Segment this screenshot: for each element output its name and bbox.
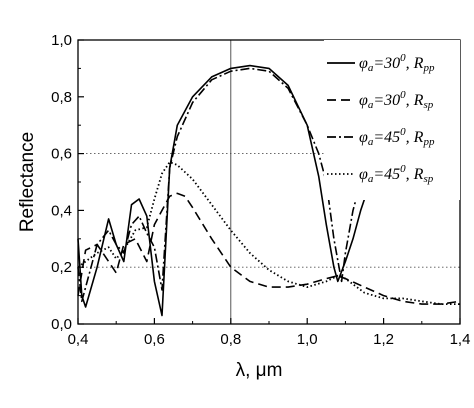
legend-label-4: φa=450, Rsp [359, 163, 434, 185]
series-line-3 [77, 67, 362, 303]
y-axis-label: Reflectance [17, 132, 38, 232]
legend-label-2: φa=300, Rsp [359, 89, 434, 111]
legend-label-3: φa=450, Rpp [359, 126, 435, 148]
legend-label-1: φa=300, Rpp [359, 52, 435, 74]
axes-layer: 0,4 0,6 0,8 1,0 1,2 1,4 0,0 0,2 0,4 0,6 0,8 1,0 [51, 32, 470, 348]
x-axis-label: λ, μm [236, 360, 283, 381]
y-tick-label: 0,0 [51, 316, 72, 333]
reference-lines [78, 40, 460, 324]
y-tick-label: 0,4 [51, 202, 72, 219]
y-tick-label: 0,6 [51, 146, 72, 163]
y-tick-label: 0,8 [51, 89, 72, 106]
x-tick-label: 1,4 [450, 331, 471, 348]
x-tick-label: 0,4 [68, 331, 89, 348]
x-tick-label: 1,0 [297, 331, 318, 348]
series-line-1 [77, 64, 370, 317]
x-tick-label: 1,2 [373, 331, 394, 348]
series-layer [77, 64, 461, 317]
legend: φa=300, Rpp φa=300, Rsp φa=450, Rpp φa=450,… [324, 40, 460, 200]
y-tick-label: 0,2 [51, 259, 72, 276]
y-tick-label: 1,0 [51, 32, 72, 49]
series-line-4 [77, 161, 460, 306]
x-tick-label: 0,6 [144, 331, 165, 348]
x-tick-label: 0,8 [220, 331, 241, 348]
legend-background [324, 40, 460, 200]
